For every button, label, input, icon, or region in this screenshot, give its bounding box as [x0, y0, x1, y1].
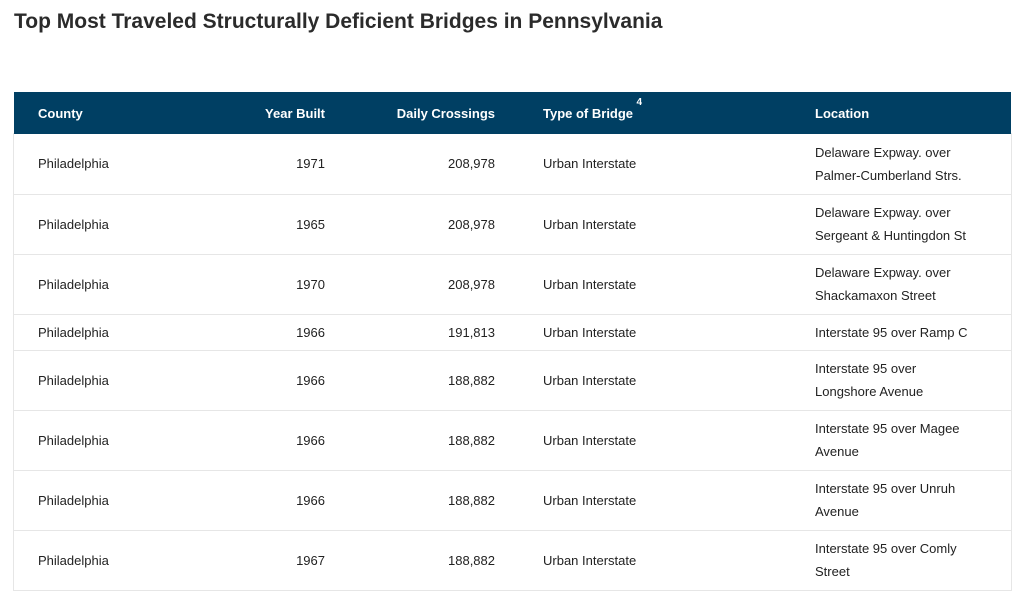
cell-location: Interstate 95 over Comly Street: [767, 530, 1011, 590]
cell-type-of-bridge: Urban Interstate: [543, 324, 637, 340]
cell-year-built: 1966: [296, 432, 325, 448]
header-location[interactable]: Location: [815, 105, 870, 121]
cell-type-of-bridge: Urban Interstate: [543, 492, 637, 508]
header-type-of-bridge[interactable]: Type of Bridge 4: [495, 92, 767, 134]
bridges-table-container: County Year Built Daily Crossings Type o…: [14, 92, 1011, 591]
table-header-row: County Year Built Daily Crossings Type o…: [14, 92, 1011, 134]
cell-daily-crossings: 191,813: [448, 324, 495, 340]
location-line-2: Longshore Avenue: [815, 384, 924, 399]
table-row: Philadelphia 1965 208,978 Urban Intersta…: [14, 194, 1011, 254]
cell-year-built: 1971: [296, 156, 325, 172]
table-row: Philadelphia 1971 208,978 Urban Intersta…: [14, 134, 1011, 194]
header-year-built[interactable]: Year Built: [265, 105, 325, 121]
location-line-1: Delaware Expway. over: [815, 265, 951, 280]
cell-type-of-bridge: Urban Interstate: [543, 156, 637, 172]
location-line-1: Interstate 95 over Comly: [815, 541, 957, 556]
cell-type-of-bridge: Urban Interstate: [543, 432, 637, 448]
cell-daily-crossings: 188,882: [448, 432, 495, 448]
cell-county: Philadelphia: [38, 552, 109, 568]
header-county[interactable]: County: [38, 105, 83, 121]
table-right-border: [1011, 133, 1012, 591]
cell-county: Philadelphia: [38, 492, 109, 508]
cell-daily-crossings: 208,978: [448, 216, 495, 232]
location-line-2: Avenue: [815, 504, 859, 519]
cell-year-built: 1965: [296, 216, 325, 232]
table-header: County Year Built Daily Crossings Type o…: [14, 92, 1011, 134]
bridges-table: County Year Built Daily Crossings Type o…: [14, 92, 1011, 591]
footnote-marker[interactable]: 4: [636, 96, 643, 108]
cell-location: Delaware Expway. over Sergeant & Huntingd…: [767, 194, 1011, 254]
location-line-2: Street: [815, 564, 850, 579]
cell-year-built: 1967: [296, 552, 325, 568]
location-line-1: Delaware Expway. over: [815, 144, 951, 160]
cell-daily-crossings: 188,882: [448, 552, 495, 568]
location-line-1: Interstate 95 over Ramp C: [815, 324, 968, 340]
page-title: Top Most Traveled Structurally Deficient…: [14, 10, 663, 33]
cell-type-of-bridge: Urban Interstate: [543, 552, 637, 568]
location-line-1: Interstate 95 over Magee: [815, 421, 960, 436]
table-body: Philadelphia 1971 208,978 Urban Intersta…: [14, 134, 1011, 590]
cell-location: Interstate 95 over Unruh Avenue: [767, 470, 1011, 530]
table-row: Philadelphia 1966 191,813 Urban Intersta…: [14, 314, 1011, 350]
location-line-2: Avenue: [815, 444, 859, 459]
cell-location: Interstate 95 over Ramp C: [767, 314, 1011, 350]
header-type-label: Type of Bridge: [543, 105, 634, 121]
table-row: Philadelphia 1966 188,882 Urban Intersta…: [14, 350, 1011, 410]
cell-year-built: 1966: [296, 492, 325, 508]
cell-county: Philadelphia: [38, 324, 109, 340]
location-line-1: Interstate 95 over: [815, 361, 917, 376]
location-line-1: Interstate 95 over Unruh: [815, 481, 956, 496]
cell-county: Philadelphia: [38, 276, 109, 292]
header-daily-crossings[interactable]: Daily Crossings: [396, 105, 495, 121]
location-line-2: Sergeant & Huntingdon St: [815, 228, 967, 243]
cell-type-of-bridge: Urban Interstate: [543, 216, 637, 232]
cell-daily-crossings: 208,978: [448, 156, 495, 172]
table-row: Philadelphia 1966 188,882 Urban Intersta…: [14, 470, 1011, 530]
cell-type-of-bridge: Urban Interstate: [543, 372, 637, 388]
cell-year-built: 1966: [296, 372, 325, 388]
cell-location: Interstate 95 over Longshore Avenue: [767, 350, 1011, 410]
cell-location: Interstate 95 over Magee Avenue: [767, 410, 1011, 470]
cell-daily-crossings: 188,882: [448, 492, 495, 508]
cell-year-built: 1966: [296, 324, 325, 340]
cell-year-built: 1970: [296, 276, 325, 292]
cell-daily-crossings: 208,978: [448, 276, 495, 292]
cell-county: Philadelphia: [38, 156, 109, 172]
cell-location: Delaware Expway. over Palmer-Cumberland S…: [767, 134, 1011, 194]
table-left-border: [13, 133, 14, 591]
cell-county: Philadelphia: [38, 216, 109, 232]
location-line-1: Delaware Expway. over: [815, 205, 951, 220]
cell-location: Delaware Expway. over Shackamaxon Street: [767, 254, 1011, 314]
cell-county: Philadelphia: [38, 432, 109, 448]
table-row: Philadelphia 1970 208,978 Urban Intersta…: [14, 254, 1011, 314]
location-line-2: Palmer-Cumberland Strs.: [815, 167, 962, 183]
cell-daily-crossings: 188,882: [448, 372, 495, 388]
cell-type-of-bridge: Urban Interstate: [543, 276, 637, 292]
table-row: Philadelphia 1966 188,882 Urban Intersta…: [14, 410, 1011, 470]
location-line-2: Shackamaxon Street: [815, 288, 936, 303]
header-type-wrap: Type of Bridge 4: [543, 97, 642, 121]
table-row: Philadelphia 1967 188,882 Urban Intersta…: [14, 530, 1011, 590]
cell-county: Philadelphia: [38, 372, 109, 388]
